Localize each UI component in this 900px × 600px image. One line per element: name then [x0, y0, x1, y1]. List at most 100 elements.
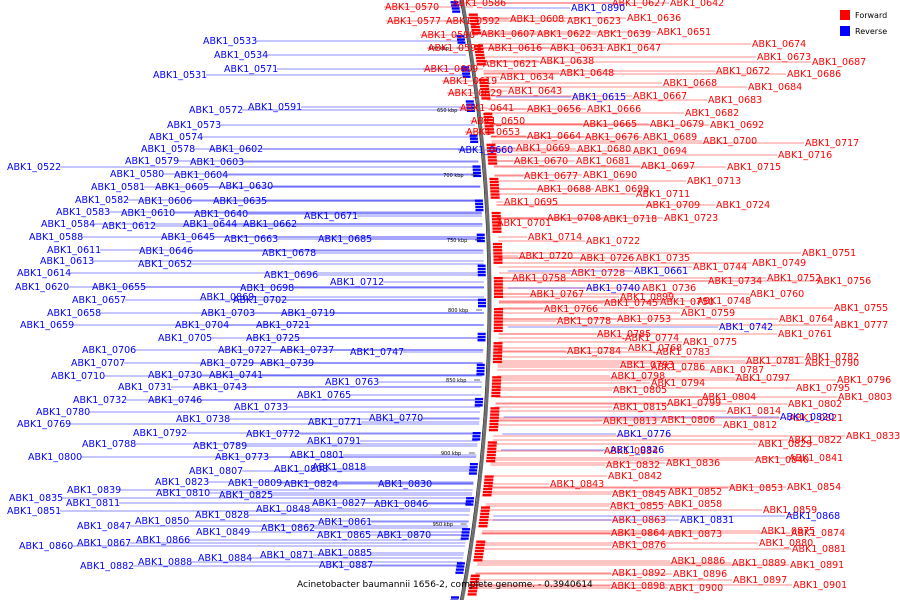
forward-gene-label: ABK1_0668: [663, 78, 717, 89]
forward-gene-block: [494, 311, 503, 314]
forward-gene-block: [492, 224, 502, 227]
forward-gene-label: ABK1_0673: [757, 52, 811, 63]
forward-gene-block: [483, 112, 493, 116]
tick-label: 900 kbp: [441, 451, 461, 457]
reverse-gene-label: ABK1_0871: [260, 550, 314, 561]
forward-gene-block: [470, 22, 480, 26]
forward-gene-block: [493, 326, 503, 329]
reverse-gene-block: [478, 298, 486, 302]
reverse-gene-label: ABK1_0578: [141, 144, 195, 155]
reverse-gene-label: ABK1_0789: [193, 441, 247, 452]
forward-gene-label: ABK1_0845: [612, 489, 666, 500]
forward-gene-label: ABK1_0749: [752, 258, 806, 269]
forward-gene-block: [476, 60, 486, 63]
tick-label: 800 kbp: [448, 308, 468, 314]
reverse-gene-label: ABK1_0534: [214, 50, 268, 61]
forward-gene-label: ABK1_0901: [793, 580, 847, 591]
forward-gene-label: ABK1_0842: [608, 471, 662, 482]
gene-labels: ABK1_0570 ABK1_0586 ABK1_0627 ABK1_0642 ABK1…: [7, 0, 900, 594]
forward-gene-block: [470, 574, 480, 577]
forward-gene-label: ABK1_0786: [651, 362, 705, 373]
label-connector-lines: [60, 2, 845, 589]
forward-gene-block: [474, 47, 484, 50]
forward-gene-block: [494, 295, 503, 298]
reverse-gene-block: [472, 165, 481, 168]
forward-gene-label: ABK1_0858: [668, 499, 722, 510]
forward-gene-label: ABK1_0677: [524, 171, 578, 182]
forward-gene-block: [474, 44, 483, 47]
reverse-gene-label: ABK1_0696: [264, 270, 318, 281]
forward-gene-label: ABK1_0592: [446, 16, 500, 27]
forward-gene-block: [490, 190, 500, 193]
reverse-gene-label: ABK1_0583: [56, 207, 110, 218]
forward-gene-label: ABK1_0664: [527, 131, 581, 142]
forward-gene-label: ABK1_0634: [500, 72, 554, 83]
forward-gene-block: [492, 360, 502, 364]
forward-gene-label: ABK1_0734: [708, 276, 762, 287]
reverse-gene-label: ABK1_0839: [67, 485, 121, 496]
forward-gene-label: ABK1_0750: [660, 297, 714, 308]
reverse-gene-label: ABK1_0572: [189, 105, 243, 116]
forward-gene-label: ABK1_0666: [587, 104, 641, 115]
reverse-gene-label: ABK1_0765: [297, 390, 351, 401]
forward-gene-label: ABK1_0864: [611, 528, 665, 539]
reverse-gene-label: ABK1_0646: [139, 246, 193, 257]
reverse-gene-label: ABK1_0660: [459, 145, 513, 156]
reverse-gene-label: ABK1_0884: [198, 553, 252, 564]
reverse-gene-label: ABK1_0848: [256, 504, 310, 515]
reverse-gene-block: [451, 596, 459, 599]
reverse-gene-label: ABK1_0865: [317, 530, 371, 541]
forward-gene-block: [493, 354, 503, 357]
forward-gene-label: ABK1_0814: [727, 406, 781, 417]
forward-gene-label: ABK1_0854: [787, 482, 841, 493]
forward-gene-block: [493, 357, 502, 360]
genome-backbone-inner-arc: [459, 0, 489, 600]
forward-gene-label: ABK1_0841: [789, 453, 843, 464]
forward-gene-block: [471, 29, 481, 32]
reverse-gene-label: ABK1_0661: [634, 266, 688, 277]
forward-gene-block: [493, 329, 503, 333]
reverse-gene-block: [472, 438, 481, 441]
reverse-gene-label: ABK1_0662: [243, 219, 297, 230]
reverse-gene-label: ABK1_0869: [200, 292, 254, 303]
reverse-gene-label: ABK1_0710: [51, 371, 105, 382]
forward-gene-block: [493, 246, 503, 249]
reverse-gene-label: ABK1_0830: [378, 479, 432, 490]
reverse-gene-block: [474, 199, 483, 202]
forward-gene-label: ABK1_0889: [732, 558, 786, 569]
forward-gene-block: [490, 410, 500, 413]
forward-gene-label: ABK1_0900: [669, 583, 723, 594]
forward-gene-block: [474, 552, 484, 556]
forward-gene-block: [468, 590, 478, 593]
reverse-gene-label: ABK1_0742: [719, 322, 773, 333]
forward-gene-label: ABK1_0805: [613, 385, 667, 396]
forward-gene-label: ABK1_0656: [527, 104, 581, 115]
reverse-gene-block: [476, 239, 485, 243]
reverse-gene-block: [466, 497, 475, 500]
forward-gene-label: ABK1_0768: [628, 343, 682, 354]
reverse-gene-label: ABK1_0581: [91, 182, 145, 193]
reverse-gene-label: ABK1_0866: [136, 535, 190, 546]
reverse-gene-block: [477, 270, 486, 274]
reverse-gene-label: ABK1_0663: [224, 234, 278, 245]
forward-gene-block: [478, 525, 488, 528]
forward-gene-label: ABK1_0803: [838, 392, 892, 403]
legend-reverse-swatch: [840, 26, 850, 36]
forward-gene-label: ABK1_0781: [746, 356, 800, 367]
tick-label: 650 kbp: [437, 108, 457, 114]
reverse-gene-label: ABK1_0635: [213, 196, 267, 207]
forward-gene-label: ABK1_0670: [514, 156, 568, 167]
forward-gene-block: [487, 441, 497, 444]
forward-gene-block: [492, 218, 501, 221]
reverse-gene-block: [469, 463, 478, 466]
reverse-gene-label: ABK1_0602: [209, 144, 263, 155]
reverse-gene-label: ABK1_0703: [201, 308, 255, 319]
forward-gene-block: [491, 215, 501, 218]
forward-gene-label: ABK1_0836: [666, 458, 720, 469]
forward-gene-block: [493, 342, 503, 345]
reverse-gene-label: ABK1_0732: [73, 395, 127, 406]
reverse-gene-label: ABK1_0702: [233, 295, 287, 306]
forward-gene-label: ABK1_0619: [443, 76, 497, 87]
forward-gene-label: ABK1_0829: [758, 439, 812, 450]
forward-gene-label: ABK1_0798: [611, 371, 665, 382]
